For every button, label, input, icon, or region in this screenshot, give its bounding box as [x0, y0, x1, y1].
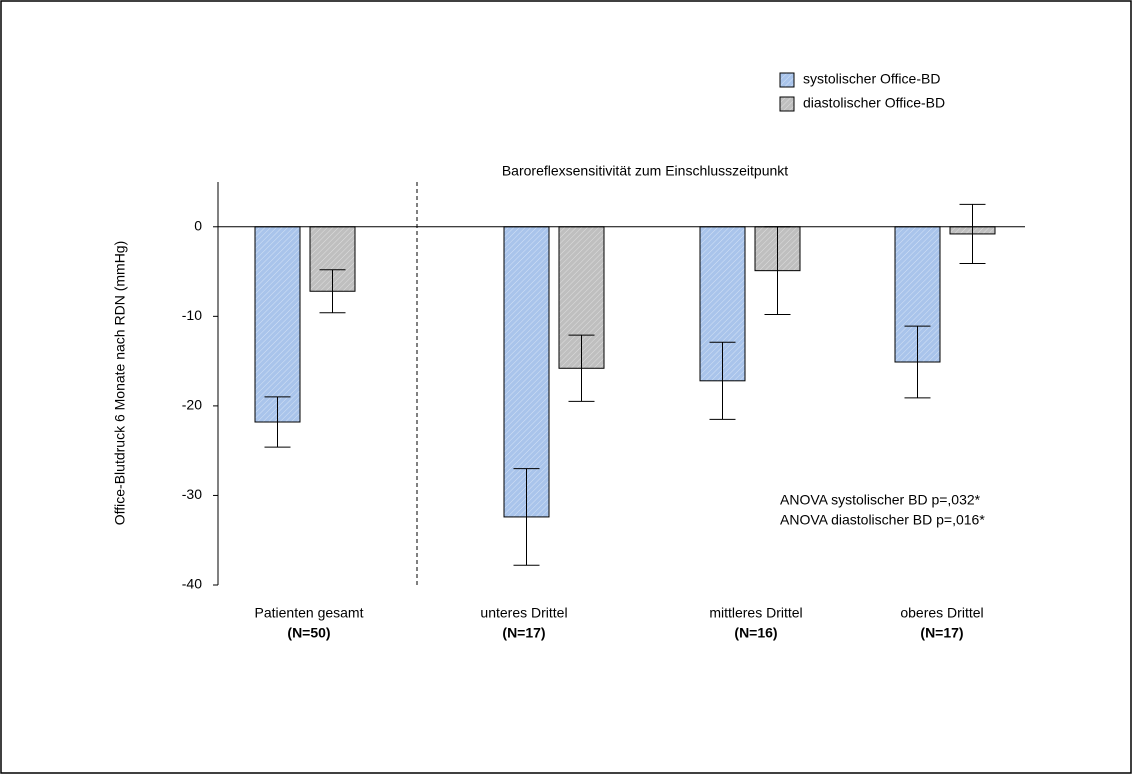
- annotation: ANOVA diastolischer BD p=,016*: [780, 512, 985, 528]
- legend-label: systolischer Office-BD: [803, 71, 940, 87]
- x-tick-label: unteres Drittel: [480, 605, 567, 621]
- legend-swatch: [779, 72, 795, 88]
- legend-swatch: [779, 96, 795, 112]
- x-tick-sublabel: (N=17): [502, 625, 545, 641]
- y-tick-label: -20: [182, 397, 202, 413]
- y-tick-label: -40: [182, 576, 202, 592]
- x-tick-label: mittleres Drittel: [709, 605, 802, 621]
- y-axis-label: Office-Blutdruck 6 Monate nach RDN (mmHg…: [112, 241, 128, 526]
- x-tick-sublabel: (N=17): [920, 625, 963, 641]
- annotation: Baroreflexsensitivität zum Einschlusszei…: [502, 163, 788, 179]
- y-tick-label: -30: [182, 486, 202, 502]
- annotation: ANOVA systolischer BD p=,032*: [780, 492, 981, 508]
- bar: [254, 226, 301, 423]
- y-tick-label: 0: [194, 217, 202, 233]
- x-tick-sublabel: (N=16): [734, 625, 777, 641]
- x-tick-sublabel: (N=50): [287, 625, 330, 641]
- legend-label: diastolischer Office-BD: [803, 95, 945, 111]
- x-tick-label: Patienten gesamt: [255, 605, 364, 621]
- x-tick-label: oberes Drittel: [900, 605, 983, 621]
- y-tick-label: -10: [182, 307, 202, 323]
